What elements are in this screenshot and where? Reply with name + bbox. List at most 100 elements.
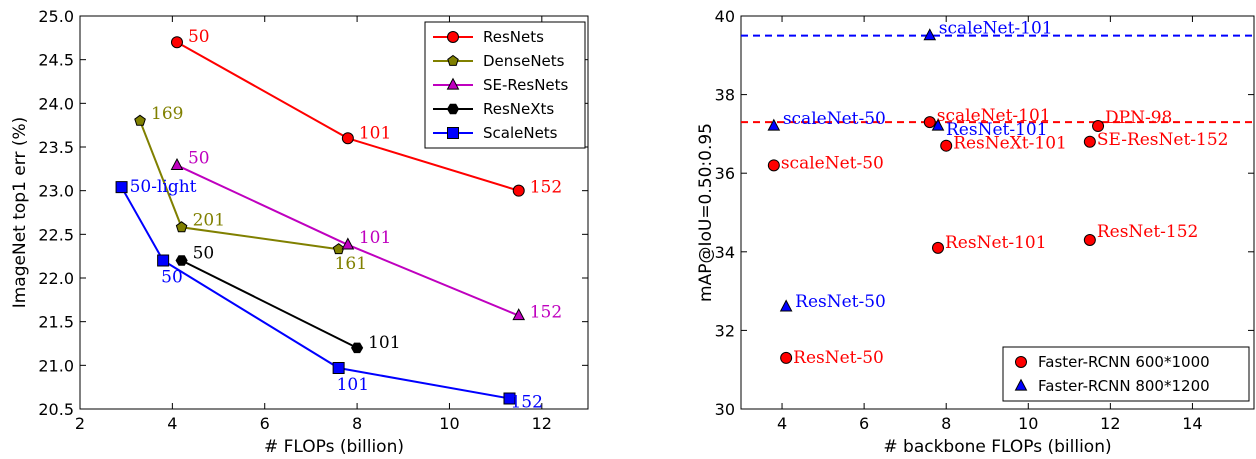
data-point [1083,234,1096,247]
legend-marker [447,127,459,139]
data-point [1083,135,1096,148]
data-point [512,308,526,321]
data-point [931,118,945,131]
data-point [157,254,170,267]
data-point [175,255,188,266]
y-tick-label: 34 [715,243,735,262]
data-label: 152 [510,393,542,413]
data-label: 152 [530,178,562,198]
legend-label: Faster-RCNN 600*1000 [1038,353,1210,371]
x-axis-label: # backbone FLOPs (billion) [883,437,1111,457]
x-tick-label: 8 [941,414,951,433]
y-tick-label: 23.5 [38,138,74,157]
data-label: 101 [337,375,369,395]
x-tick-label: 12 [532,414,552,433]
y-tick-label: 32 [715,321,735,340]
series-line [120,186,510,400]
y-tick-label: 36 [715,164,735,183]
data-point [332,361,345,374]
legend-marker [447,31,459,43]
data-point [170,36,183,49]
legend-label: ResNets [483,28,544,46]
y-tick-label: 38 [715,86,735,105]
data-label: 152 [530,303,562,323]
data-label: 50-light [130,177,197,197]
data-point [341,132,354,145]
data-label: ResNet-50 [795,292,886,312]
x-axis-label: # FLOPs (billion) [264,437,404,457]
data-label: 201 [193,210,225,230]
y-tick-label: 25.0 [38,7,74,26]
x-tick-label: 4 [167,414,177,433]
data-point [767,118,781,131]
data-label: 161 [335,254,367,274]
x-tick-label: 10 [1018,414,1038,433]
legend-marker [1015,356,1027,368]
data-point [341,237,355,250]
data-label: ResNet-50 [793,348,884,368]
y-axis-label: ImageNet top1 err (%) [10,117,30,309]
data-label: SE-ResNet-152 [1097,130,1229,150]
y-tick-label: 40 [715,7,735,26]
data-label: 169 [151,104,183,124]
data-point [780,351,793,364]
x-tick-label: 8 [352,414,362,433]
series-line [181,259,358,349]
data-label: scaleNet-101 [939,19,1053,39]
data-point [940,139,953,152]
legend-marker [447,54,459,66]
data-label: 50 [188,148,210,168]
data-label: 50 [161,268,183,288]
data-point [767,159,780,172]
data-point [931,241,944,254]
y-tick-label: 30 [715,400,735,419]
x-tick-label: 6 [859,414,869,433]
y-axis-label: mAP@IoU=0.50:0.95 [696,123,716,302]
data-point [1092,120,1105,133]
data-label: DPN-98 [1105,108,1172,128]
data-point [512,184,525,197]
data-point [351,342,364,354]
x-tick-label: 6 [260,414,270,433]
plot-area [740,15,1255,410]
x-tick-label: 12 [1100,414,1120,433]
data-point [779,299,793,312]
data-label: ResNet-101 [946,120,1048,140]
x-tick-label: 2 [75,414,85,433]
data-point [503,392,516,405]
legend-label: ScaleNets [483,124,558,142]
data-label: 101 [368,333,400,353]
data-label: 50 [188,27,210,47]
legend-label: SE-ResNets [483,76,569,94]
data-label: ResNeXt-101 [953,134,1067,154]
legend-marker [1014,378,1028,391]
data-label: scaleNet-50 [781,153,884,173]
data-point [134,114,146,126]
y-tick-label: 20.5 [38,400,74,419]
x-tick-label: 14 [1182,414,1202,433]
data-point [923,28,937,41]
data-label: 101 [359,228,391,248]
chart-imagenet-error: 2 4 6 8 10 12 20.5 21.0 21.5 22.0 22.5 23.0 23.5 24.0… [10,7,589,457]
y-tick-label: 24.0 [38,94,74,113]
legend-box [1002,346,1250,402]
data-label: ResNet-101 [945,233,1047,253]
y-tick-label: 23.0 [38,182,74,201]
data-label: 50 [193,244,215,264]
y-tick-label: 22.5 [38,225,74,244]
y-tick-label: 22.0 [38,269,74,288]
legend-marker [446,77,460,90]
legend-label: Faster-RCNN 800*1200 [1038,377,1210,395]
legend-marker [446,103,460,115]
y-tick-label: 21.0 [38,356,74,375]
data-label: scaleNet-50 [783,109,886,129]
y-tick-label: 24.5 [38,51,74,70]
data-point [923,116,936,129]
data-label: scaleNet-101 [937,106,1051,126]
data-point [115,181,128,194]
data-point [170,157,184,170]
data-label: 101 [359,123,391,143]
data-label: ResNet-152 [1097,222,1199,242]
x-tick-label: 10 [439,414,459,433]
